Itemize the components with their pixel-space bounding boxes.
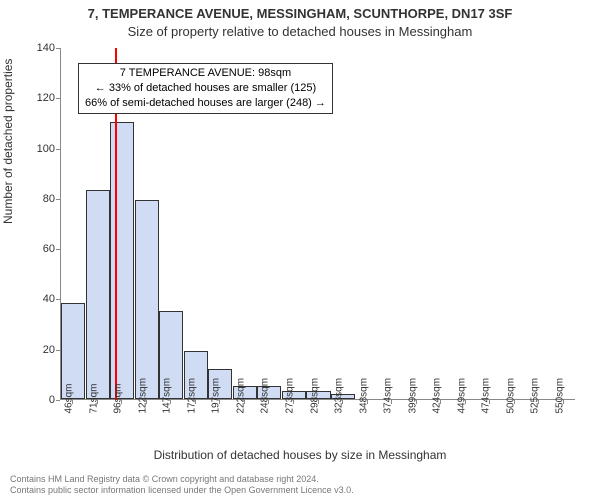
annotation-line: 66% of semi-detached houses are larger (… [85,96,326,111]
ytick-label: 60 [15,243,55,255]
ytick-mark [56,149,60,150]
ytick-mark [56,249,60,250]
ytick-label: 80 [15,193,55,205]
ytick-label: 40 [15,293,55,305]
x-axis-label: Distribution of detached houses by size … [0,448,600,462]
ytick-mark [56,98,60,99]
ytick-mark [56,199,60,200]
ytick-mark [56,400,60,401]
ytick-label: 140 [15,42,55,54]
ytick-label: 120 [15,92,55,104]
chart-title-sub: Size of property relative to detached ho… [0,24,600,39]
histogram-bar [86,190,110,399]
ytick-label: 0 [15,394,55,406]
ytick-mark [56,299,60,300]
ytick-mark [56,350,60,351]
histogram-bar [110,122,134,399]
y-axis-label: Number of detached properties [1,59,15,224]
ytick-label: 20 [15,344,55,356]
footer-line-2: Contains public sector information licen… [10,485,354,496]
chart-title-main: 7, TEMPERANCE AVENUE, MESSINGHAM, SCUNTH… [0,6,600,21]
annotation-box: 7 TEMPERANCE AVENUE: 98sqm← 33% of detac… [78,63,333,114]
histogram-bar [135,200,159,399]
histogram-chart: 7, TEMPERANCE AVENUE, MESSINGHAM, SCUNTH… [0,0,600,500]
annotation-line: ← 33% of detached houses are smaller (12… [85,81,326,96]
footer-line-1: Contains HM Land Registry data © Crown c… [10,474,354,485]
ytick-label: 100 [15,143,55,155]
ytick-mark [56,48,60,49]
footer-attribution: Contains HM Land Registry data © Crown c… [10,474,354,497]
annotation-line: 7 TEMPERANCE AVENUE: 98sqm [85,66,326,81]
